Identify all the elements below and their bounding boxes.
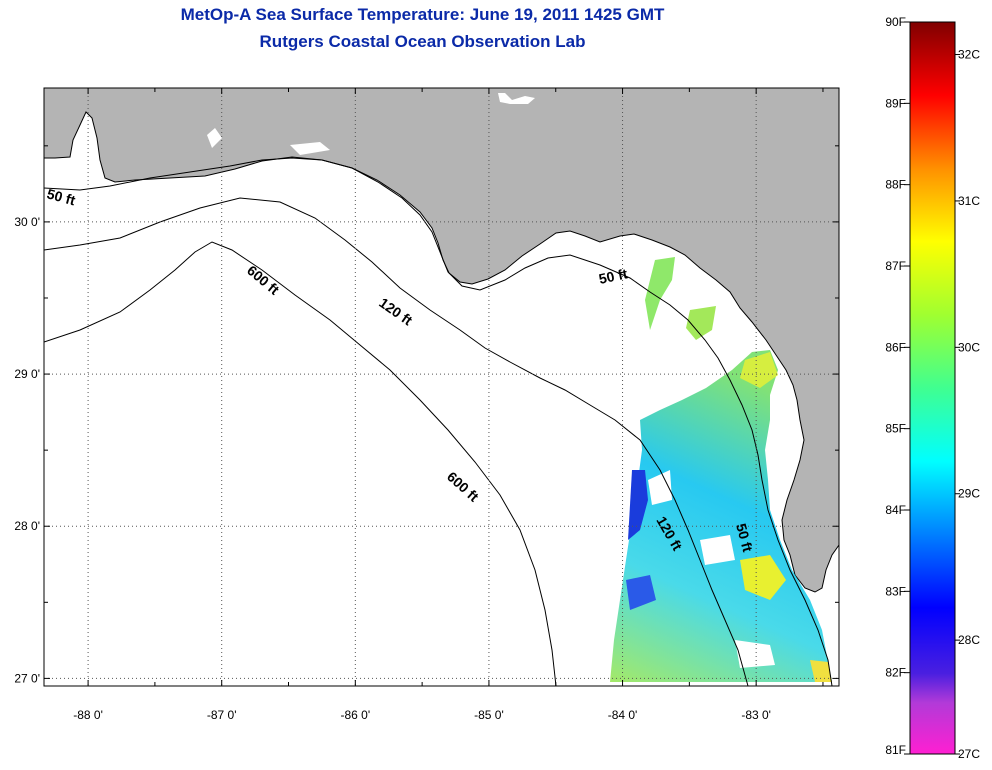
colorbar-f-label: 87F xyxy=(885,259,906,273)
colorbar-f-label: 90F xyxy=(885,15,906,29)
colorbar-f-label: 82F xyxy=(885,666,906,680)
colorbar-c-label: 29C xyxy=(958,487,980,501)
lon-tick-label: -83 0' xyxy=(741,708,771,722)
colorbar-c-label: 27C xyxy=(958,747,980,761)
contour-120ft xyxy=(44,197,749,686)
colorbar-f-label: 85F xyxy=(885,422,906,436)
lat-tick-label: 27 0' xyxy=(14,671,40,685)
graticule xyxy=(44,88,839,686)
colorbar-f-label: 86F xyxy=(885,340,906,354)
lon-tick-label: -87 0' xyxy=(207,708,237,722)
colorbar-f-label: 83F xyxy=(885,584,906,598)
lat-tick-label: 30 0' xyxy=(14,215,40,229)
colorbar-c-label: 31C xyxy=(958,194,980,208)
contour-label-50ft: 50 ft xyxy=(597,265,629,287)
bay-marking xyxy=(207,128,222,148)
contour-600ft xyxy=(44,241,557,686)
colorbar-c-label: 32C xyxy=(958,48,980,62)
colorbar-f-label: 88F xyxy=(885,178,906,192)
land-area xyxy=(44,88,839,593)
contour-label-50ft: 50 ft xyxy=(733,522,756,554)
contour-label-50ft: 50 ft xyxy=(45,185,77,208)
lake-marking xyxy=(498,93,535,104)
colorbar-gradient xyxy=(909,21,956,755)
bathymetry-contours xyxy=(44,157,833,686)
colorbar-c-label: 28C xyxy=(958,633,980,647)
bay-marking xyxy=(290,142,330,155)
temperature-colorbar: 90F 89F 88F 87F 86F 85F 84F 83F 82F 81F 32C 31C 30C 2… xyxy=(885,15,980,761)
map-subtitle: Rutgers Coastal Ocean Observation Lab xyxy=(259,32,586,51)
map-frame xyxy=(43,87,840,687)
colorbar-f-label: 84F xyxy=(885,503,906,517)
lat-tick-label: 28 0' xyxy=(14,519,40,533)
lon-tick-label: -88 0' xyxy=(73,708,103,722)
colorbar-c-label: 30C xyxy=(958,340,980,354)
colorbar-f-label: 81F xyxy=(885,743,906,757)
lon-tick-label: -85 0' xyxy=(474,708,504,722)
lon-tick-label: -86 0' xyxy=(340,708,370,722)
lon-tick-label: -84 0' xyxy=(608,708,638,722)
colorbar-f-label: 89F xyxy=(885,96,906,110)
sst-data-swath xyxy=(610,257,832,682)
lat-tick-label: 29 0' xyxy=(14,367,40,381)
contour-50ft xyxy=(44,157,833,686)
map-title: MetOp-A Sea Surface Temperature: June 19… xyxy=(180,5,665,24)
